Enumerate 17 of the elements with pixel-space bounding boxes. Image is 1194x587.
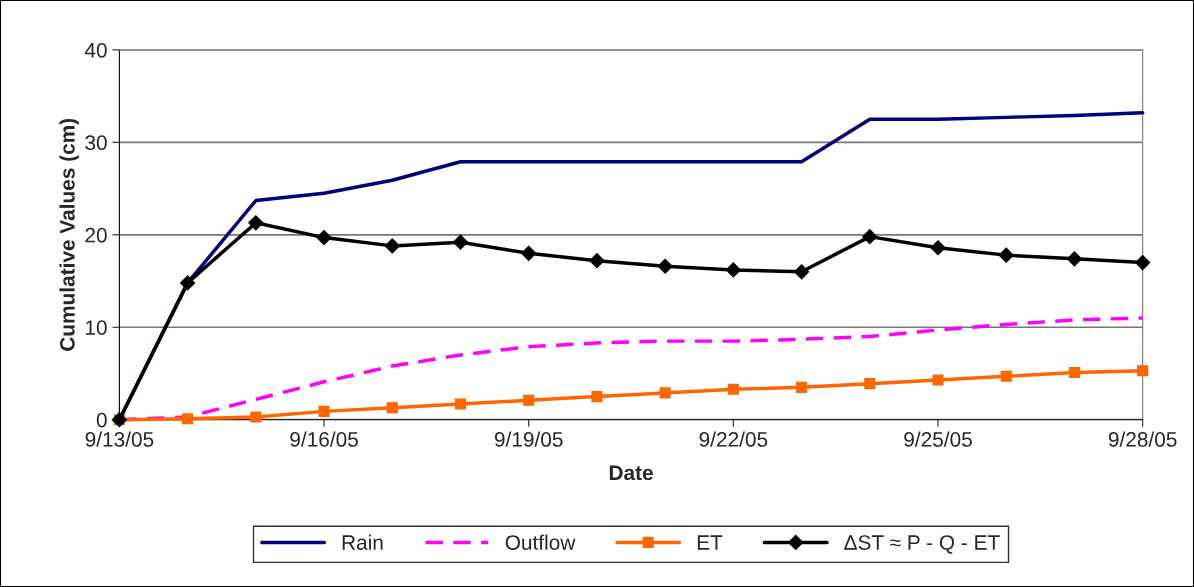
x-tick-label: 9/19/05 — [494, 431, 563, 447]
x-tick-label: 9/28/05 — [1108, 431, 1177, 447]
legend-label: Outflow — [505, 534, 576, 550]
y-axis-title: Cumulative Values (cm) — [59, 118, 79, 351]
legend-label: Rain — [342, 534, 383, 550]
legend-label: ΔST ≈ P - Q - ET — [844, 535, 1000, 554]
y-tick-label: 0 — [96, 412, 107, 428]
legend-label: ET — [697, 535, 723, 550]
y-tick-label: 30 — [85, 135, 107, 151]
y-tick-label: 20 — [85, 227, 107, 243]
x-axis-title: Date — [609, 465, 653, 481]
y-tick-label: 40 — [84, 42, 107, 58]
x-tick-label: 9/13/05 — [85, 431, 154, 447]
y-tick-label: 10 — [86, 320, 107, 336]
x-tick-label: 9/16/05 — [290, 431, 358, 447]
x-tick-label: 9/25/05 — [904, 431, 972, 447]
x-tick-label: 9/22/05 — [699, 431, 768, 447]
